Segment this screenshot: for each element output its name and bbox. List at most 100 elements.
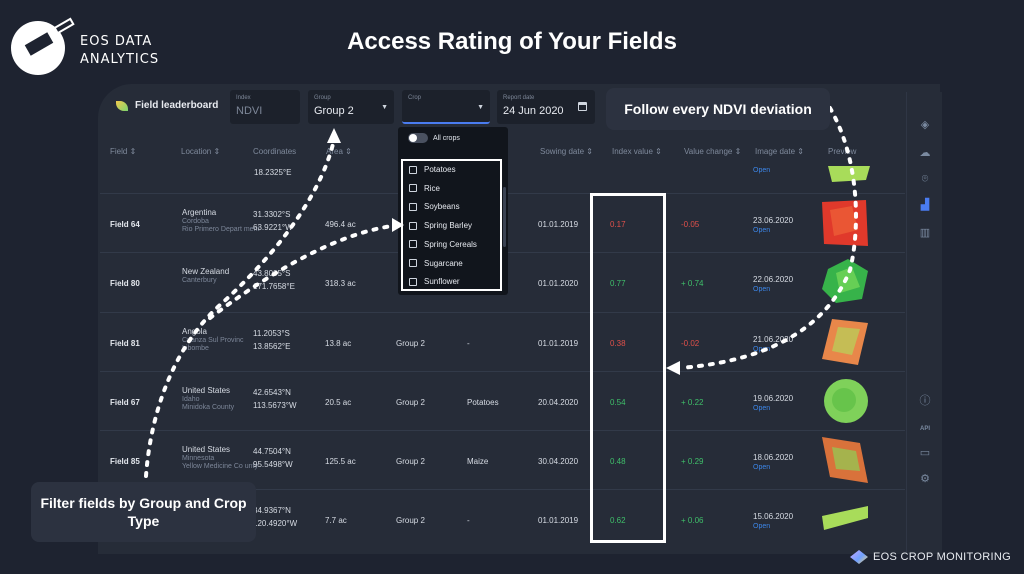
open-link[interactable]: Open xyxy=(753,523,771,530)
field-sowing-date: 01.01.2019 xyxy=(538,339,579,348)
crop-option[interactable]: Potatoes xyxy=(409,165,456,174)
app-panel xyxy=(98,84,940,554)
image-date: 18.06.2020 Open xyxy=(753,453,794,471)
col-sowing-date[interactable]: Sowing date ⇕ xyxy=(540,147,593,156)
checkbox[interactable] xyxy=(409,277,417,286)
col-field[interactable]: Field ⇕ xyxy=(110,147,137,156)
field-sowing-date: 30.04.2020 xyxy=(538,457,579,466)
field-name[interactable]: Field 85 xyxy=(110,457,140,466)
col-image-date[interactable]: Image date ⇕ xyxy=(755,147,804,156)
settings-icon[interactable]: ⚙ xyxy=(920,473,930,485)
value-change: + 0.06 xyxy=(681,516,704,525)
field-sowing-date: 01.01.2019 xyxy=(538,516,579,525)
crop-option[interactable]: Sunflower xyxy=(409,277,460,286)
report-date-picker[interactable]: Report date 24 Jun 2020 xyxy=(497,90,595,124)
checkbox[interactable] xyxy=(409,202,417,211)
chat-icon[interactable]: ▭ xyxy=(919,447,931,459)
open-link[interactable]: Open xyxy=(753,227,771,234)
index-value: 0.48 xyxy=(610,457,626,466)
field-sowing-date: 01.01.2020 xyxy=(538,279,579,288)
toggle-switch[interactable] xyxy=(408,133,428,143)
field-crop: Potatoes xyxy=(467,398,499,407)
value-change: + 0.29 xyxy=(681,457,704,466)
field-area: 496.4 ac xyxy=(325,220,356,229)
col-index-value[interactable]: Index value ⇕ xyxy=(612,147,662,156)
col-preview: Preview xyxy=(828,147,857,156)
checkbox[interactable] xyxy=(409,221,417,230)
ndvi-callout: Follow every NDVI deviation xyxy=(606,88,830,130)
location-pin-icon[interactable]: ⌾ xyxy=(921,173,929,185)
crop-option[interactable]: Soybeans xyxy=(409,202,460,211)
crop-option[interactable]: Spring Barley xyxy=(409,221,472,230)
image-date: 22.06.2020 Open xyxy=(753,275,794,293)
value-change: -0.02 xyxy=(681,339,700,348)
partial-open-link[interactable]: Open xyxy=(753,167,771,174)
info-icon[interactable]: ⓘ xyxy=(919,395,931,407)
field-group: Group 2 xyxy=(396,339,425,348)
field-coordinates: 11.2053°S 13.8562°E xyxy=(253,329,291,351)
field-preview[interactable] xyxy=(826,166,874,182)
field-crop: - xyxy=(467,339,470,348)
field-preview[interactable] xyxy=(822,437,870,483)
table-row[interactable]: 34.9367°N 120.4920°W 7.7 ac Group 2 - 01… xyxy=(100,489,905,548)
dropdown-scrollbar[interactable] xyxy=(503,187,506,247)
field-preview-image xyxy=(822,437,868,483)
value-change: + 0.22 xyxy=(681,398,704,407)
cloud-icon[interactable]: ☁ xyxy=(919,147,931,159)
field-preview[interactable] xyxy=(822,378,870,424)
checkbox[interactable] xyxy=(409,259,417,267)
field-preview-image xyxy=(822,319,868,365)
checkbox[interactable] xyxy=(409,184,417,193)
col-area[interactable]: Area ⇕ xyxy=(326,147,352,156)
open-link[interactable]: Open xyxy=(753,286,771,293)
field-name[interactable]: Field 67 xyxy=(110,398,140,407)
group-select[interactable]: Group Group 2 ▼ xyxy=(308,90,394,124)
crop-option[interactable]: Rice xyxy=(409,184,440,193)
index-select[interactable]: Index NDVI xyxy=(230,90,300,124)
crop-option[interactable]: Spring Cereals xyxy=(409,240,477,249)
image-date: 19.06.2020 Open xyxy=(753,394,794,412)
index-value: 0.54 xyxy=(610,398,626,407)
all-crops-toggle[interactable]: All crops xyxy=(408,133,460,143)
field-name[interactable]: Field 64 xyxy=(110,220,140,229)
field-location: Argentina Cordoba Rio Primero Depart men… xyxy=(182,208,260,233)
open-link[interactable]: Open xyxy=(753,405,771,412)
field-coordinates: 44.7504°N 95.5498°W xyxy=(253,447,293,469)
api-link[interactable]: API xyxy=(919,426,930,432)
field-area: 20.5 ac xyxy=(325,398,352,407)
crop-select[interactable]: Crop ▼ xyxy=(402,90,490,124)
table-row[interactable]: Field 67 United States Idaho Minidoka Co… xyxy=(100,371,905,430)
table-row[interactable]: Field 81 Angola Cuanza Sul Provinc Libom… xyxy=(100,312,905,371)
field-preview[interactable] xyxy=(822,496,870,542)
chevron-down-icon: ▼ xyxy=(477,104,484,111)
crop-option[interactable]: Sugarcane xyxy=(409,259,463,268)
field-coordinates: 31.3302°S 63.9221°W xyxy=(253,210,293,232)
field-coordinates: 42.6543°N 113.5673°W xyxy=(253,388,297,410)
layers-icon[interactable]: ◈ xyxy=(920,119,930,131)
field-area: 125.5 ac xyxy=(325,457,356,466)
image-date: 23.06.2020 Open xyxy=(753,216,794,234)
field-crop: - xyxy=(467,516,470,525)
field-name[interactable]: Field 80 xyxy=(110,279,140,288)
col-value-change[interactable]: Value change ⇕ xyxy=(684,147,742,156)
field-name[interactable]: Field 81 xyxy=(110,339,140,348)
open-link[interactable]: Open xyxy=(753,464,771,471)
field-preview-image xyxy=(822,506,868,530)
col-coordinates[interactable]: Coordinates xyxy=(253,147,297,156)
col-location[interactable]: Location ⇕ xyxy=(181,147,221,156)
checkbox[interactable] xyxy=(409,165,417,174)
field-coordinates: 34.9367°N 120.4920°W xyxy=(253,506,298,528)
field-group: Group 2 xyxy=(396,398,425,407)
field-preview[interactable] xyxy=(822,319,870,365)
analytics-icon[interactable]: ▟ xyxy=(920,199,930,211)
field-group: Group 2 xyxy=(396,516,425,525)
image-date: 15.06.2020 Open xyxy=(753,512,794,530)
right-rail: ◈ ☁ ⌾ ▟ ▥ ⓘ API ▭ ⚙ xyxy=(906,92,942,554)
index-value: 0.17 xyxy=(610,220,626,229)
checkbox[interactable] xyxy=(409,240,417,249)
field-area: 13.8 ac xyxy=(325,339,352,348)
table-row[interactable]: Field 85 United States Minnesota Yellow … xyxy=(100,430,905,489)
field-preview-image xyxy=(824,379,868,423)
compare-icon[interactable]: ▥ xyxy=(919,227,931,239)
crop-dropdown: All crops Potatoes Rice Soybeans Spring Bar… xyxy=(398,127,508,295)
